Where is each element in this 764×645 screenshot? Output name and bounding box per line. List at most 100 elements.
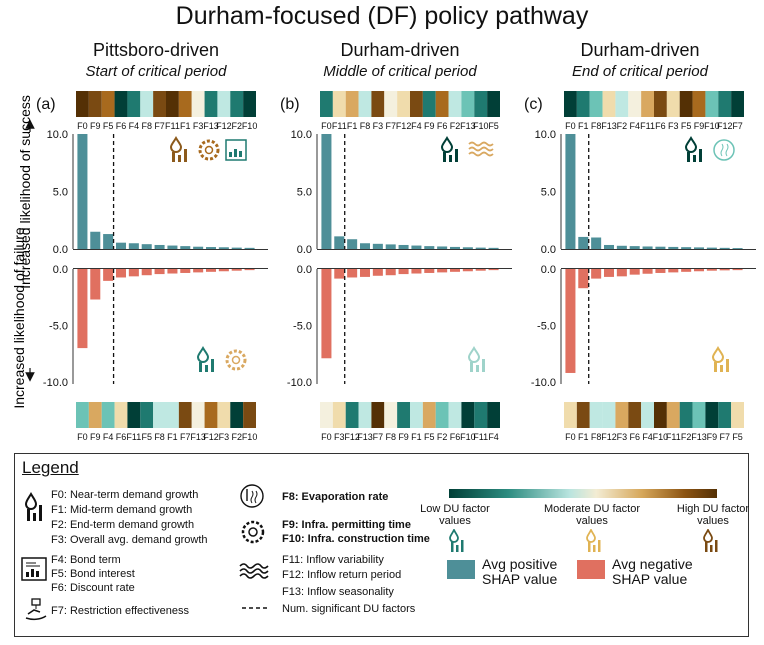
failure-bar: [693, 269, 705, 272]
failure-heatmap-cell: [448, 402, 462, 428]
failure-bar: [359, 269, 371, 277]
legend-f0: F0: Near-term demand growth: [51, 489, 199, 501]
colorbar-moderate-label: Moderate DU factor values: [544, 503, 640, 527]
failure-heatmap-cell: [487, 402, 500, 428]
success-factor-label: F8: [141, 121, 152, 131]
success-heatmap-cell: [371, 91, 385, 117]
low-value-icon: [449, 529, 464, 552]
failure-bar: [347, 269, 358, 278]
success-heatmap-cell: [692, 91, 706, 117]
failure-factor-label: F6: [629, 432, 640, 442]
success-heatmap-cell: [76, 91, 89, 117]
inflow-icon: [468, 141, 494, 157]
failure-factor-label: F13: [691, 432, 707, 442]
success-factor-label: F6: [437, 121, 448, 131]
success-bar: [655, 246, 666, 249]
failure-heatmap-cell: [718, 402, 732, 428]
success-heatmap-cell: [166, 91, 179, 117]
success-tick-label: 10.0: [291, 129, 312, 141]
failure-tick-label: 0.0: [541, 264, 556, 276]
finance-icon: [225, 139, 247, 161]
colorbar-high-label: High DU factor values: [676, 503, 750, 527]
demand-icon-bar: [720, 365, 723, 372]
success-tick-label: 0.0: [541, 244, 556, 256]
panel-a-period: Start of critical period: [85, 63, 227, 80]
success-bar: [616, 245, 627, 249]
demand-icon-bar: [699, 149, 702, 162]
legend-f3: F3: Overall avg. demand growth: [51, 534, 208, 546]
failure-bar: [180, 269, 191, 273]
failure-factor-label: F4: [103, 432, 114, 442]
success-heatmap-cell: [114, 91, 128, 117]
panel-b-driver: Durham-driven: [340, 40, 460, 60]
panel-label-1: (b): [280, 96, 300, 113]
success-heatmap-cell: [679, 91, 693, 117]
failure-heatmap-cell: [140, 402, 154, 428]
du-value-colorbar: [449, 489, 717, 498]
success-bar: [449, 246, 461, 249]
success-factor-label: F8: [591, 121, 602, 131]
finance-icon: [21, 557, 47, 581]
success-factor-label: F7: [385, 121, 396, 131]
demand-icon-bar: [726, 359, 729, 372]
failure-bar: [668, 269, 679, 273]
success-bar: [668, 246, 679, 249]
success-factor-label: F5: [488, 121, 499, 131]
failure-heatmap-cell: [358, 402, 372, 428]
demand-icon: [467, 346, 485, 372]
failure-bar: [642, 269, 653, 274]
failure-factor-label: F3: [334, 432, 345, 442]
failure-bar: [488, 269, 499, 271]
failure-factor-label: F6: [116, 432, 127, 442]
success-heatmap-cell: [397, 91, 410, 117]
evaporation-icon-shape: [725, 143, 729, 157]
legend-f2: F2: End-term demand growth: [51, 519, 195, 531]
demand-icon: [440, 136, 458, 162]
failure-bar: [732, 269, 743, 271]
infrastructure-icon: [198, 139, 220, 161]
success-factor-label: F12: [396, 121, 412, 131]
success-heatmap-cell: [474, 91, 488, 117]
failure-factor-label: F3: [219, 432, 230, 442]
failure-factor-label: F2: [437, 432, 448, 442]
demand-icon: [196, 346, 214, 372]
success-heatmap-cell: [461, 91, 475, 117]
failure-heatmap-cell: [76, 402, 89, 428]
success-factor-label: F2: [231, 121, 242, 131]
failure-bar: [462, 269, 473, 272]
success-heatmap-cell: [358, 91, 372, 117]
demand-icon-bar: [184, 149, 187, 162]
success-bar: [90, 231, 101, 249]
failure-factor-label: F10: [242, 432, 258, 442]
failure-factor-label: F5: [424, 432, 435, 442]
failure-factor-label: F1: [578, 432, 589, 442]
legend-f9: F9: Infra. permitting time: [282, 519, 411, 531]
evaporation-icon-shape: [713, 139, 735, 161]
success-bar: [475, 247, 486, 249]
failure-bar: [437, 269, 448, 273]
legend: [14, 453, 749, 637]
success-bar: [103, 234, 114, 249]
success-bar: [629, 246, 640, 249]
legend-f6: F6: Discount rate: [51, 582, 135, 594]
success-factor-label: F4: [629, 121, 640, 131]
failure-tick-label: -5.0: [537, 321, 556, 333]
success-factor-label: F13: [203, 121, 219, 131]
demand-icon-bar: [714, 362, 717, 372]
demand-icon-shape: [169, 136, 183, 153]
success-factor-label: F5: [103, 121, 114, 131]
significance-line-key: [242, 607, 268, 609]
success-factor-label: F3: [193, 121, 204, 131]
failure-bar: [424, 269, 435, 273]
demand-icon-shape: [440, 136, 454, 153]
success-heatmap-cell: [101, 91, 115, 117]
success-factor-label: F11: [165, 121, 180, 131]
legend-title: Legend: [22, 458, 79, 477]
infrastructure-icon: [225, 349, 247, 371]
success-factor-label: F11: [640, 121, 655, 131]
failure-factor-label: F12: [344, 432, 360, 442]
success-bar: [719, 247, 730, 249]
failure-factor-label: F0: [77, 432, 88, 442]
